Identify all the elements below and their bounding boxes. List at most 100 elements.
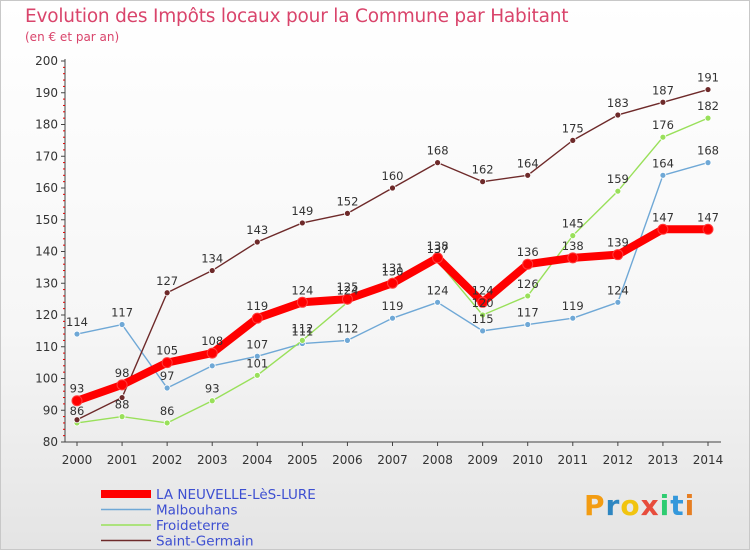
y-tick-label: 130 [35,276,58,290]
legend-label-2: Froideterre [156,518,229,534]
series-point-1 [118,321,126,328]
series-point-2 [163,419,171,427]
chart-title: Evolution des Impôts locaux pour la Comm… [25,6,569,27]
data-label: 130 [382,264,404,278]
data-label: 124 [291,283,313,297]
series-point-0 [206,347,218,359]
x-tick-label: 2013 [648,453,679,467]
data-label: 168 [427,144,449,158]
series-point-0 [657,223,669,235]
data-label: 134 [201,252,223,266]
data-label: 93 [70,382,85,396]
series-point-3 [434,159,441,167]
series-point-3 [569,136,577,144]
data-label: 88 [115,398,130,412]
y-tick-label: 80 [43,435,58,449]
series-point-2 [208,397,216,405]
series-point-1 [704,159,712,167]
x-tick-label: 2004 [242,453,273,467]
series-point-3 [253,238,261,246]
data-label: 139 [607,236,629,250]
series-point-3 [163,289,171,297]
series-point-0 [116,379,128,391]
series-point-2 [659,133,667,141]
legend-label-0: LA NEUVELLE-LèS-LURE [156,487,316,503]
logo-letter: i [684,489,696,522]
data-label: 86 [70,404,85,418]
data-label: 187 [652,83,674,97]
data-label: 98 [115,366,130,380]
x-tick-label: 2003 [197,453,228,467]
series-point-1 [659,171,667,179]
data-label: 147 [697,210,719,224]
data-label: 162 [472,163,494,177]
series-point-3 [389,184,396,192]
x-tick-label: 2005 [287,453,318,467]
logo-letter: P [584,489,606,522]
y-tick-label: 180 [35,118,58,132]
data-label: 101 [246,356,268,370]
data-label: 115 [472,312,494,326]
data-label: 114 [66,315,88,329]
series-point-2 [569,232,577,240]
data-label: 93 [205,382,220,396]
data-label: 125 [336,280,358,294]
series-point-1 [569,314,577,322]
series-point-2 [253,371,261,379]
y-tick-label: 140 [35,245,58,259]
series-point-2 [704,114,712,122]
logo-letter: x [640,489,660,522]
y-tick-label: 100 [35,372,58,386]
data-label: 160 [382,169,404,183]
x-tick-label: 2002 [152,453,183,467]
data-label: 138 [427,239,449,253]
data-label: 124 [607,283,629,297]
x-tick-label: 2001 [107,453,138,467]
series-point-3 [524,171,532,179]
data-label: 117 [517,306,539,320]
data-label: 168 [697,144,719,158]
series-point-1 [524,321,532,328]
series-point-3 [479,178,487,186]
series-point-0 [612,249,624,261]
chart-subtitle: (en € et par an) [25,30,120,44]
x-tick-label: 2014 [693,453,724,467]
series-point-3 [704,86,712,93]
series-point-2 [479,311,487,319]
y-tick-label: 200 [35,54,58,68]
series-point-1 [389,314,396,322]
series-point-0 [567,252,579,264]
data-label: 119 [382,299,404,313]
data-label: 86 [160,404,175,418]
y-tick-label: 170 [35,149,58,163]
data-label: 152 [336,194,358,208]
series-point-1 [253,352,261,360]
series-point-0 [432,252,444,264]
y-tick-label: 90 [43,403,58,417]
series-point-3 [659,98,667,106]
series-point-0 [387,277,398,289]
logo-letter: o [620,489,641,522]
x-tick-label: 2008 [422,453,453,467]
data-label: 124 [336,283,358,297]
data-label: 107 [246,337,268,351]
x-tick-label: 2006 [332,453,363,467]
data-label: 119 [246,299,268,313]
data-label: 112 [291,321,313,335]
data-label: 191 [697,71,719,85]
legend-label-1: Malbouhans [156,503,237,519]
series-point-1 [434,298,441,306]
data-label: 182 [697,99,719,113]
data-label: 119 [562,299,584,313]
series-point-0 [296,296,308,308]
data-label: 138 [562,239,584,253]
x-tick-label: 2007 [377,453,408,467]
logo-letter: r [605,489,621,522]
series-point-0 [251,312,263,324]
y-tick-label: 110 [35,340,58,354]
data-label: 175 [562,121,584,135]
x-tick-label: 2012 [603,453,634,467]
logo-letter: t [670,489,685,522]
